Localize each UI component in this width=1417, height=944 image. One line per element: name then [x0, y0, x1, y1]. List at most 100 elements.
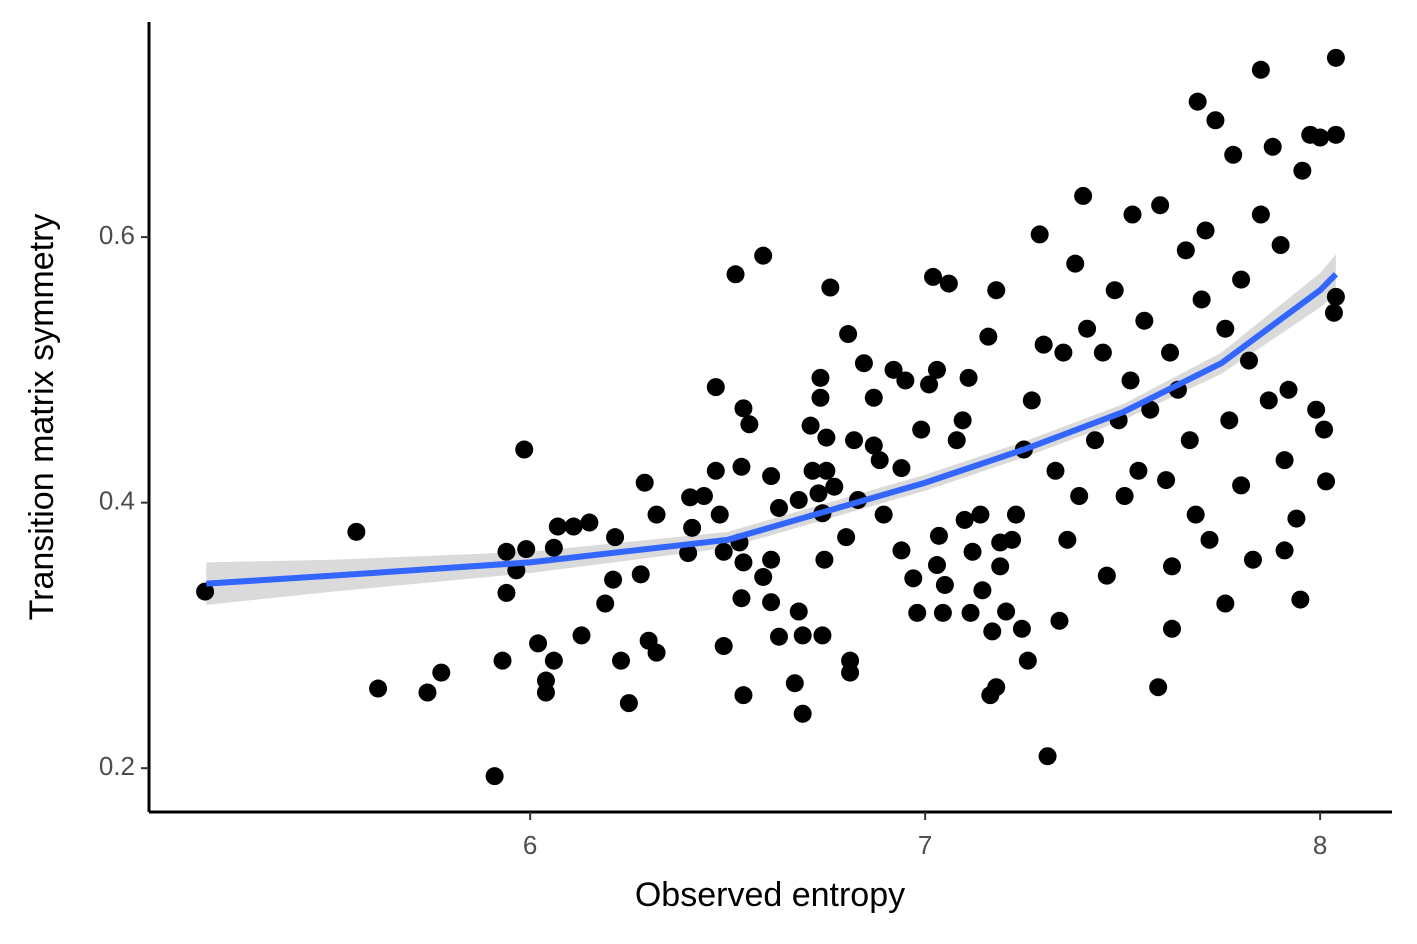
point — [920, 375, 939, 394]
point — [681, 488, 700, 507]
point — [710, 505, 729, 524]
point — [497, 583, 516, 602]
point — [924, 267, 943, 286]
point — [1003, 530, 1022, 549]
point — [1287, 509, 1306, 528]
point — [1200, 530, 1219, 549]
point — [418, 683, 437, 702]
point — [1097, 566, 1116, 585]
point — [892, 459, 911, 478]
point — [1251, 60, 1270, 79]
point — [817, 461, 836, 480]
point — [612, 651, 631, 670]
point — [493, 651, 512, 670]
point — [821, 278, 840, 297]
point — [979, 327, 998, 346]
point — [1186, 505, 1205, 524]
point — [432, 663, 451, 682]
point — [854, 354, 873, 373]
point — [896, 371, 915, 390]
point — [769, 498, 788, 517]
point — [1293, 161, 1312, 180]
point — [884, 360, 903, 379]
point — [1012, 619, 1031, 638]
point — [997, 602, 1016, 621]
point — [953, 411, 972, 430]
point — [789, 602, 808, 621]
point — [1030, 225, 1049, 244]
point — [1291, 590, 1310, 609]
point — [606, 528, 625, 547]
point — [973, 581, 992, 600]
point — [837, 528, 856, 547]
point — [1224, 145, 1243, 164]
point — [1275, 541, 1294, 560]
point — [793, 626, 812, 645]
point — [1240, 351, 1259, 370]
point — [683, 518, 702, 537]
point — [927, 360, 946, 379]
point — [864, 436, 883, 455]
point — [517, 540, 536, 559]
point — [803, 461, 822, 480]
point — [631, 565, 650, 584]
point — [596, 594, 615, 613]
point — [1271, 236, 1290, 255]
point — [1050, 611, 1069, 630]
x-axis-title: Observed entropy — [635, 876, 905, 914]
point — [912, 420, 931, 439]
point — [801, 416, 820, 435]
point — [740, 415, 759, 434]
point — [1180, 431, 1199, 450]
point — [815, 550, 834, 569]
point — [1151, 196, 1170, 215]
point — [1326, 48, 1345, 67]
point — [1220, 411, 1239, 430]
point — [1046, 461, 1065, 480]
point — [754, 246, 773, 265]
point — [734, 553, 753, 572]
point — [580, 513, 599, 532]
point — [1129, 461, 1148, 480]
y-tick-label: 0.6 — [99, 220, 135, 250]
point — [1054, 343, 1073, 362]
point — [619, 694, 638, 713]
point — [647, 643, 666, 662]
point — [971, 505, 990, 524]
point — [1263, 137, 1282, 156]
point — [935, 575, 954, 594]
point — [604, 570, 623, 589]
point — [793, 704, 812, 723]
point — [811, 368, 830, 387]
point — [785, 674, 804, 693]
point — [1279, 380, 1298, 399]
point — [961, 603, 980, 622]
point — [1006, 505, 1025, 524]
point — [726, 265, 745, 284]
point — [1232, 270, 1251, 289]
point — [963, 542, 982, 561]
point — [679, 544, 698, 563]
point — [347, 522, 366, 541]
point — [870, 451, 889, 470]
point — [1324, 303, 1343, 322]
point — [548, 517, 567, 536]
y-tick-label: 0.4 — [99, 486, 135, 516]
point — [1157, 471, 1176, 490]
point — [1034, 335, 1053, 354]
point — [1216, 319, 1235, 338]
point — [572, 626, 591, 645]
point — [1251, 205, 1270, 224]
point — [1070, 487, 1089, 505]
point — [1196, 221, 1215, 240]
point — [1326, 125, 1345, 144]
point — [929, 526, 948, 545]
point — [1121, 371, 1140, 390]
point — [1192, 290, 1211, 309]
point — [544, 538, 563, 557]
point — [694, 487, 713, 505]
point — [762, 467, 781, 486]
point — [908, 603, 927, 622]
x-tick-label: 7 — [918, 830, 932, 860]
